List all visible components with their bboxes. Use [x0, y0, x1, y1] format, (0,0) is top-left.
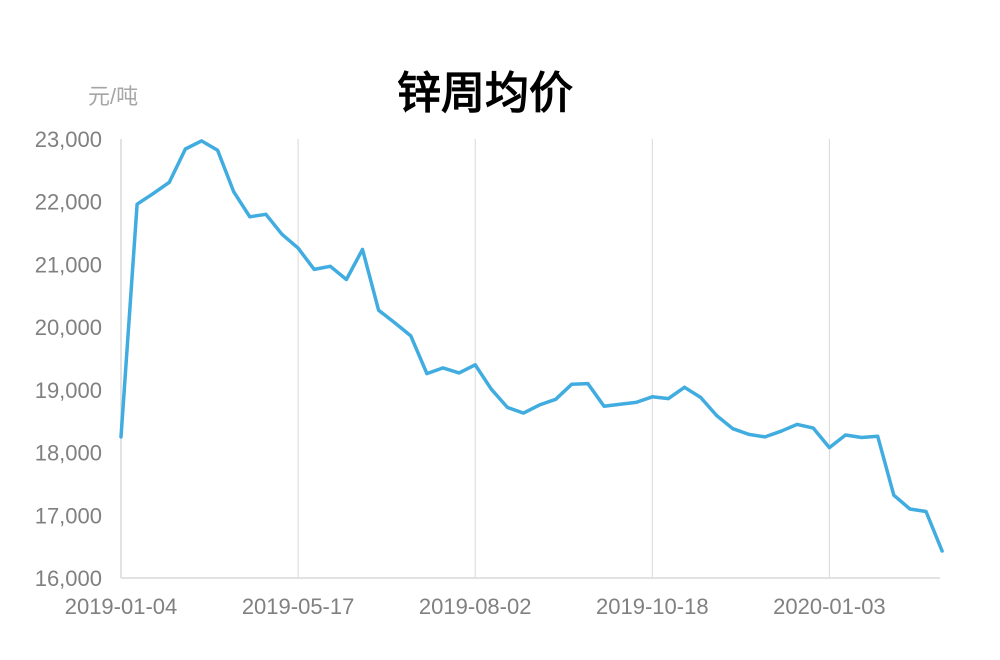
data-point-3: [167, 180, 171, 184]
data-point-4: [183, 147, 187, 151]
y-tick-label-6: 22,000: [35, 190, 102, 215]
data-point-47: [876, 434, 880, 438]
data-point-17: [393, 321, 397, 325]
y-tick-label-7: 23,000: [35, 127, 102, 152]
data-point-18: [409, 334, 413, 338]
data-point-29: [586, 382, 590, 386]
data-point-28: [570, 382, 574, 386]
data-point-25: [522, 411, 525, 415]
data-point-41: [779, 429, 783, 433]
y-tick-label-4: 20,000: [35, 315, 102, 340]
data-point-5: [200, 139, 203, 143]
data-point-7: [232, 190, 236, 194]
data-point-30: [602, 404, 606, 408]
y-tick-label-2: 18,000: [35, 441, 102, 466]
data-point-46: [860, 436, 864, 439]
data-point-23: [489, 387, 493, 391]
data-point-2: [151, 192, 155, 196]
series-line-0: [119, 139, 944, 553]
data-point-6: [216, 148, 220, 152]
data-point-22: [473, 363, 477, 367]
x-tick-label-4: 2020-01-03: [773, 594, 886, 619]
data-point-12: [312, 267, 316, 271]
data-point-32: [634, 400, 638, 404]
data-point-50: [924, 510, 928, 513]
data-point-44: [827, 446, 831, 450]
data-point-11: [296, 246, 300, 250]
data-point-40: [763, 435, 767, 439]
data-point-16: [377, 308, 381, 312]
vertical-gridlines: [297, 139, 830, 578]
y-tick-label-3: 19,000: [35, 378, 102, 403]
y-axis-unit-label: 元/吨: [88, 84, 138, 109]
chart-title: 锌周均价: [397, 68, 573, 119]
data-point-39: [747, 432, 751, 436]
data-point-13: [328, 264, 332, 268]
data-point-0: [119, 435, 123, 439]
data-point-26: [538, 403, 542, 407]
y-tick-label-0: 16,000: [35, 566, 102, 591]
data-point-24: [505, 405, 509, 409]
data-point-21: [457, 371, 461, 375]
data-point-33: [650, 395, 654, 399]
data-point-51: [940, 549, 944, 553]
x-tick-label-0: 2019-01-04: [65, 594, 178, 619]
x-tick-label-3: 2019-10-18: [596, 594, 709, 619]
x-tick-label-1: 2019-05-17: [242, 594, 355, 619]
data-point-14: [344, 278, 348, 281]
data-point-43: [811, 426, 815, 430]
y-tick-label-1: 17,000: [35, 503, 102, 528]
data-point-31: [618, 402, 622, 406]
data-point-48: [892, 493, 896, 497]
x-tick-label-2: 2019-08-02: [419, 594, 532, 619]
y-axis-ticks: 16,000 17,000 18,000 19,000 20,000 21,000 22,0…: [35, 127, 102, 591]
data-point-8: [248, 215, 252, 219]
data-point-36: [699, 395, 703, 399]
data-point-34: [666, 397, 670, 401]
x-axis-ticks: 2019-01-04 2019-05-17 2019-08-02 2019-10-18…: [65, 594, 886, 619]
axes: [120, 139, 940, 579]
data-point-45: [844, 433, 847, 437]
data-point-19: [425, 372, 429, 376]
data-point-37: [715, 414, 719, 418]
data-point-20: [441, 366, 445, 370]
series-layer: [119, 139, 944, 553]
data-point-15: [361, 247, 364, 251]
data-point-38: [731, 427, 735, 431]
data-point-35: [683, 385, 686, 389]
data-point-49: [908, 507, 912, 511]
data-point-1: [135, 202, 139, 206]
data-point-10: [280, 232, 284, 236]
data-point-27: [554, 397, 558, 401]
y-tick-label-5: 21,000: [35, 252, 102, 277]
data-point-9: [264, 212, 268, 216]
data-point-42: [795, 422, 799, 426]
